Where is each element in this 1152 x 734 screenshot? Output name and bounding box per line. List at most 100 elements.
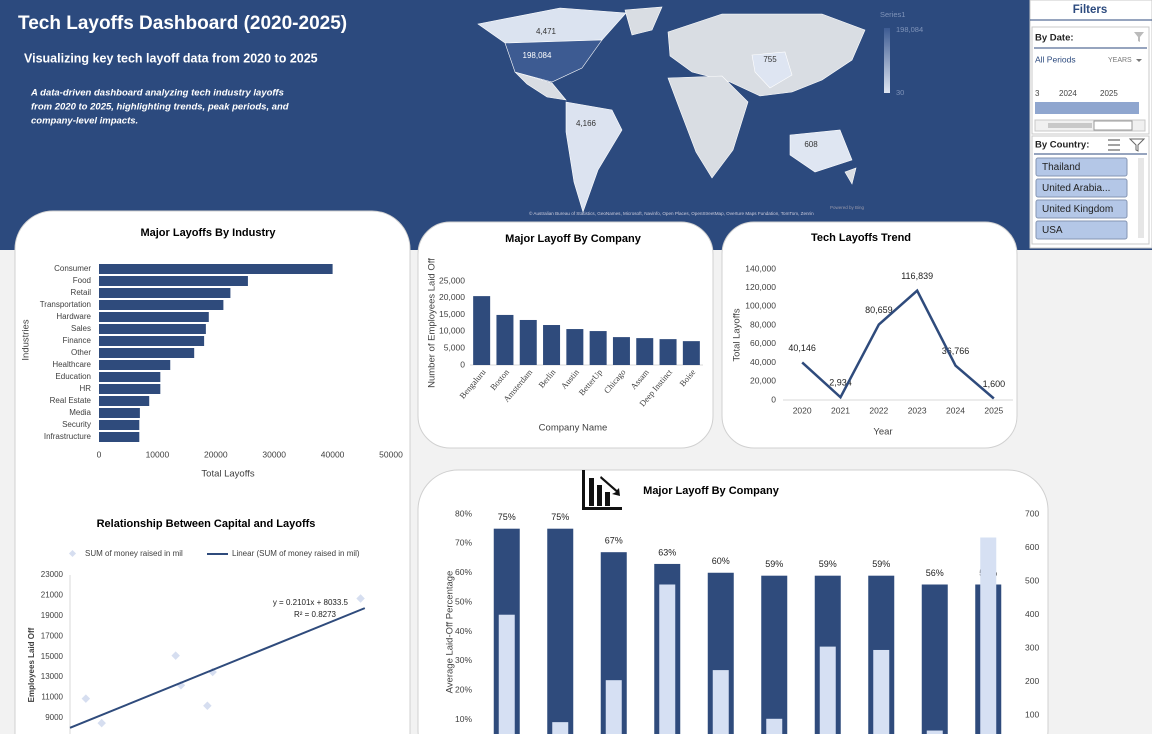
bar <box>761 575 788 734</box>
y2-tick-label: 500 <box>1025 575 1039 585</box>
y-tick-label: Consumer <box>54 264 91 273</box>
y-tick-label: 80% <box>455 508 472 518</box>
y2-tick-label: 200 <box>1025 676 1039 686</box>
card <box>721 221 1018 449</box>
clear-filter[interactable] <box>1128 138 1146 152</box>
data-label: 67% <box>605 536 623 546</box>
chart-title: Relationship Between Capital and Layoffs <box>97 518 316 530</box>
multi-select[interactable] <box>1108 139 1120 151</box>
data-label: 40,146 <box>788 343 816 353</box>
country-label[interactable]: United Arabia... <box>1042 183 1110 194</box>
description-line: company-level impacts. <box>31 116 138 127</box>
country-shape <box>844 167 857 185</box>
timeline-label[interactable]: 3 <box>1035 89 1040 98</box>
data-label: 36,766 <box>942 346 970 356</box>
timeline-label[interactable]: 2025 <box>1100 89 1118 98</box>
attribution: © Australian Bureau of Statistics, GeoNa… <box>529 210 814 216</box>
credit: Powered by Bing <box>830 205 865 210</box>
chart-title: Tech Layoffs Trend <box>811 232 911 244</box>
dropdown-arrow[interactable] <box>1136 59 1142 62</box>
y-tick-label: Transportation <box>40 300 91 309</box>
bar <box>99 348 195 358</box>
x-tick-label: 2024 <box>946 405 965 415</box>
r-squared: R² = 0.8273 <box>294 610 337 619</box>
y-tick-label: 40,000 <box>750 357 776 367</box>
legend-marker <box>68 549 77 558</box>
country-label[interactable]: Thailand <box>1042 162 1080 173</box>
bar <box>926 730 943 734</box>
axis-title: Year <box>873 427 892 438</box>
legend-scale <box>884 28 890 93</box>
y-tick-label: 11000 <box>41 693 63 702</box>
chart-title: Major Layoffs By Industry <box>140 227 276 239</box>
y-tick-label: 100,000 <box>745 301 776 311</box>
y-tick-label: 140,000 <box>745 263 776 273</box>
y-tick-label: Media <box>69 408 91 417</box>
y-tick-label: Food <box>73 276 91 285</box>
y-tick-label: Other <box>71 348 91 357</box>
y-tick-label: 20% <box>455 685 472 695</box>
y-tick-label: 60,000 <box>750 338 776 348</box>
bar <box>921 584 948 734</box>
map-label: 755 <box>763 55 777 64</box>
map-label: 4,471 <box>536 27 557 36</box>
description-line: from 2020 to 2025, highlighting trends, … <box>31 102 289 113</box>
axis-title: Average Laid-Off Percentage <box>445 571 456 694</box>
date-selection[interactable]: All Periods <box>1035 54 1076 64</box>
bar <box>612 337 630 365</box>
bar <box>547 528 574 734</box>
y-tick-label: 25,000 <box>439 275 465 285</box>
bar <box>99 420 140 430</box>
x-tick-label: 2020 <box>793 405 812 415</box>
y-tick-label: 21000 <box>41 591 64 600</box>
x-tick-label: 2022 <box>869 405 888 415</box>
data-label: 1,600 <box>983 379 1006 389</box>
bar <box>636 338 654 365</box>
data-label: 80,659 <box>865 305 893 315</box>
y-tick-label: HR <box>79 384 91 393</box>
country-label[interactable]: USA <box>1042 225 1063 236</box>
filter-panel: Filters By Date: All Periods YEARS 3 2024… <box>1029 0 1152 249</box>
bar <box>99 396 150 406</box>
bar <box>552 722 569 734</box>
chart-title: Major Layoff By Company <box>505 233 642 245</box>
x-tick-label: 0 <box>97 449 102 459</box>
country-button[interactable] <box>1035 178 1128 198</box>
scroll-handle[interactable] <box>1093 120 1133 131</box>
scroll-thumb[interactable] <box>1048 123 1092 128</box>
axis-title: Employees Laid Off <box>27 627 36 702</box>
dashboard-subtitle: Visualizing key tech layoff data from 20… <box>24 51 318 65</box>
data-label: 60% <box>712 556 730 566</box>
country-button[interactable] <box>1035 157 1128 177</box>
timeline-bar[interactable] <box>1035 102 1139 114</box>
legend-max: 198,084 <box>896 25 923 34</box>
time-level[interactable]: YEARS <box>1108 57 1132 64</box>
timeline[interactable]: 3 2024 2025 <box>1035 89 1118 98</box>
clear-filter[interactable] <box>1134 32 1144 42</box>
country-label[interactable]: United Kingdom <box>1042 204 1113 215</box>
y-tick-label: Sales <box>71 324 91 333</box>
y-tick-label: 70% <box>455 538 472 548</box>
timeline-label[interactable]: 2024 <box>1059 89 1077 98</box>
data-label: 63% <box>658 547 676 557</box>
bar <box>543 325 561 365</box>
y-tick-label: 23000 <box>41 570 64 579</box>
y-tick-label: 10,000 <box>439 326 465 336</box>
y-tick-label: Education <box>55 372 91 381</box>
country-button[interactable] <box>1035 220 1128 240</box>
scrollbar[interactable] <box>1138 158 1144 238</box>
slicer-label: By Country: <box>1035 140 1089 151</box>
description-line: A data-driven dashboard analyzing tech i… <box>30 88 284 99</box>
bar <box>99 264 333 274</box>
legend-label: Linear (SUM of money raised in mil) <box>232 549 360 558</box>
y-tick-label: 20,000 <box>439 292 465 302</box>
x-tick-label: 20000 <box>204 449 228 459</box>
date-slicer <box>1031 26 1150 135</box>
y-tick-label: 30% <box>455 655 472 665</box>
y2-tick-label: 600 <box>1025 542 1039 552</box>
y-tick-label: 50% <box>455 596 472 606</box>
x-tick-label: 30000 <box>262 449 286 459</box>
country-button[interactable] <box>1035 199 1128 219</box>
bar <box>99 384 161 394</box>
